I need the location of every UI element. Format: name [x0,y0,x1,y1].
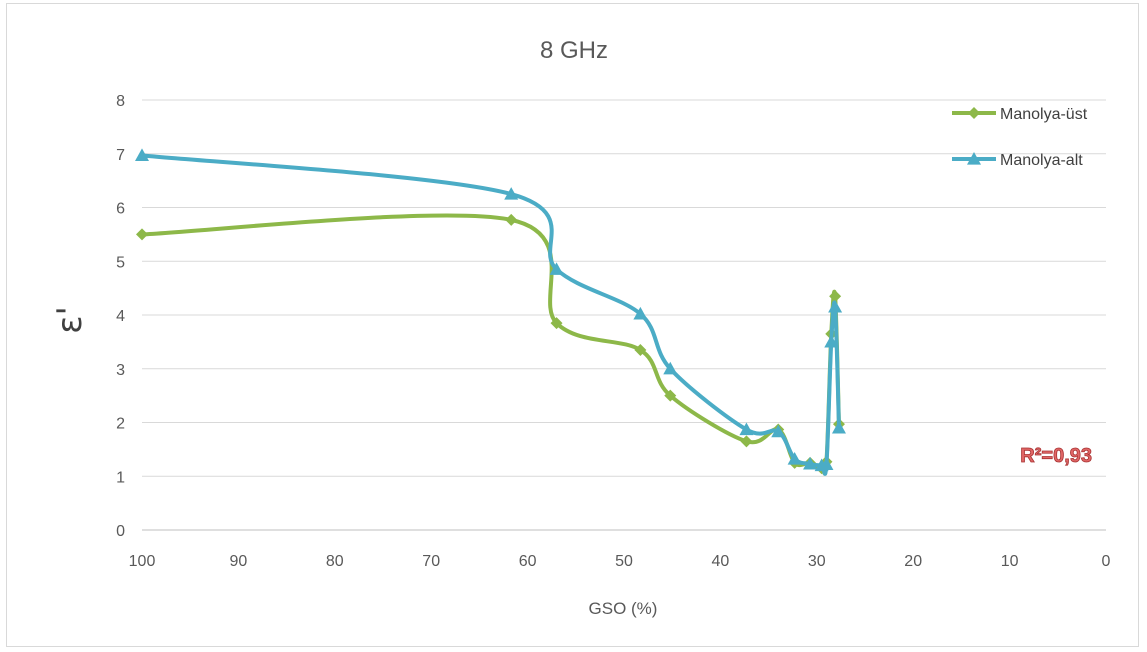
y-tick-label: 4 [116,308,125,325]
x-axis-title: GSO (%) [589,599,658,618]
legend-label: Manolya-alt [1000,152,1083,169]
data-point [663,361,678,375]
y-axis-ticks: 0 1 2 3 4 5 6 7 8 [116,93,125,540]
series-1 [135,148,846,476]
x-tick-label: 100 [129,553,156,570]
series-layer [135,148,846,476]
y-tick-label: 0 [116,523,125,540]
data-point [504,187,519,200]
x-tick-label: 0 [1102,553,1111,570]
data-point [633,306,648,320]
data-point [135,148,149,161]
x-tick-label: 10 [1001,553,1019,570]
data-point [829,290,842,303]
series-line [140,213,841,476]
x-tick-label: 40 [712,553,730,570]
x-tick-label: 50 [615,553,633,570]
data-point [664,389,677,402]
x-tick-label: 90 [230,553,248,570]
x-tick-label: 70 [422,553,440,570]
y-tick-label: 8 [116,93,125,110]
y-tick-label: 6 [116,201,125,218]
y-tick-label: 5 [116,254,125,271]
legend-item-1: Manolya-alt [952,152,1083,169]
data-point [739,422,754,436]
data-point [787,452,802,465]
legend-marker [968,107,980,119]
series-0 [136,213,845,476]
data-point [505,213,518,226]
data-point [803,456,818,470]
data-point [771,424,786,438]
x-tick-label: 60 [519,553,537,570]
data-point [740,435,753,448]
gridlines [142,99,1106,477]
r-squared-annotation: R²=0,93 [1020,445,1092,467]
y-tick-label: 7 [116,147,125,164]
data-point [819,457,834,471]
x-tick-label: 80 [326,553,344,570]
x-tick-label: 30 [808,553,826,570]
data-point [824,334,839,348]
x-tick-label: 20 [904,553,922,570]
data-point [550,317,563,330]
data-point [136,228,148,241]
legend-label: Manolya-üst [1000,106,1088,123]
data-point [831,420,846,434]
y-tick-label: 1 [116,469,125,486]
y-tick-label: 3 [116,362,125,379]
legend: Manolya-üst Manolya-alt [952,106,1088,169]
data-point [549,262,564,275]
data-point [828,299,843,313]
y-axis-title: ε' [50,306,90,334]
legend-marker [967,152,981,165]
legend-item-0: Manolya-üst [952,106,1088,123]
y-tick-label: 2 [116,416,125,433]
chart-title: 8 GHz [540,37,608,64]
x-axis-ticks: 100 90 80 70 60 50 40 30 20 10 0 [129,553,1111,570]
data-point [634,343,647,356]
